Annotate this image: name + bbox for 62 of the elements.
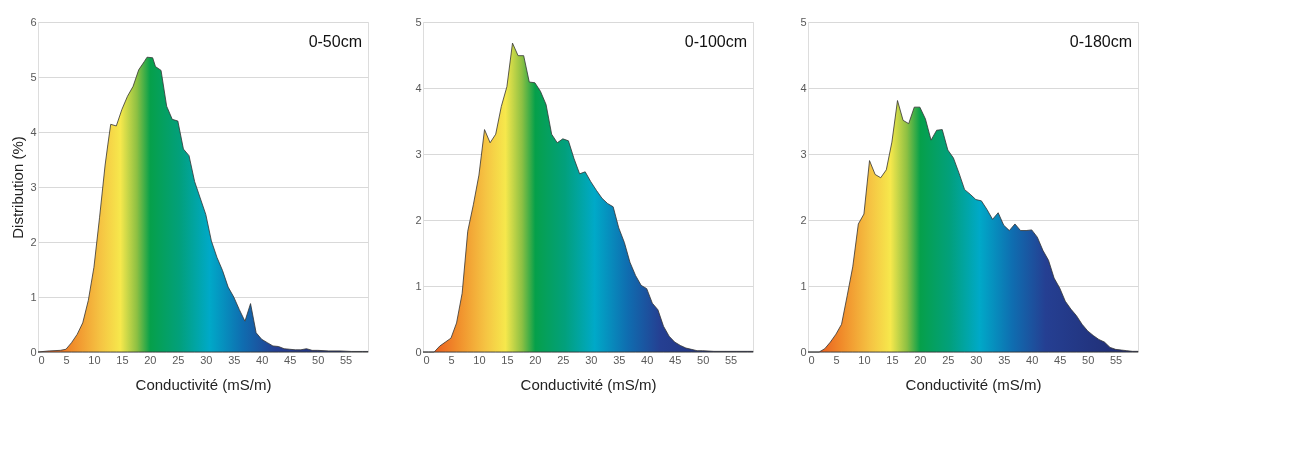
x-tick-label: 20 [529, 353, 542, 366]
x-tick-label: 30 [585, 353, 598, 366]
x-tick-label: 20 [914, 353, 927, 366]
x-tick-label: 0 [808, 353, 815, 366]
x-tick-label: 5 [833, 353, 840, 366]
text: 0-180cm [1069, 33, 1132, 50]
x-tick-label: 15 [501, 353, 514, 366]
y-axis-title: Distribution (%) [9, 136, 27, 239]
x-tick-label: 20 [144, 353, 157, 366]
x-tick-label: 25 [172, 353, 185, 366]
y-tick-label: 2 [30, 235, 37, 248]
y-tick-label: 1 [30, 290, 37, 303]
x-axis-title: Conductivité (mS/m) [135, 375, 272, 393]
y-tick-label: 3 [800, 147, 807, 160]
y-tick-label: 2 [415, 213, 422, 226]
y-tick-label: 6 [30, 15, 37, 28]
x-tick-label: 50 [312, 353, 325, 366]
y-tick-label: 4 [800, 81, 807, 94]
x-tick-label: 40 [641, 353, 654, 366]
x-tick-label: 55 [725, 353, 738, 366]
x-tick-label: 35 [998, 353, 1011, 366]
x-tick-label: 10 [473, 353, 486, 366]
x-tick-label: 55 [340, 353, 353, 366]
x-tick-label: 55 [1110, 353, 1123, 366]
y-tick-label: 1 [800, 279, 807, 292]
y-tick-label: 5 [800, 15, 807, 28]
x-tick-label: 25 [942, 353, 955, 366]
text: 0-100cm [684, 33, 747, 50]
y-tick-label: 0 [800, 345, 807, 358]
x-tick-label: 40 [1026, 353, 1039, 366]
x-tick-label: 35 [228, 353, 241, 366]
y-tick-label: 5 [30, 70, 37, 83]
x-tick-label: 15 [116, 353, 129, 366]
x-tick-label: 10 [858, 353, 871, 366]
x-tick-label: 50 [1082, 353, 1095, 366]
y-tick-label: 0 [30, 345, 37, 358]
y-tick-label: 1 [415, 279, 422, 292]
x-tick-label: 45 [669, 353, 682, 366]
y-tick-label: 3 [30, 180, 37, 193]
y-tick-label: 2 [800, 213, 807, 226]
x-tick-label: 40 [256, 353, 269, 366]
x-tick-label: 5 [63, 353, 70, 366]
y-tick-label: 4 [415, 81, 422, 94]
y-tick-label: 5 [415, 15, 422, 28]
text: 0-50cm [308, 33, 362, 50]
x-tick-label: 45 [284, 353, 297, 366]
x-tick-label: 50 [697, 353, 710, 366]
x-tick-label: 25 [557, 353, 570, 366]
y-tick-label: 0 [415, 345, 422, 358]
x-tick-label: 5 [448, 353, 455, 366]
x-tick-label: 0 [38, 353, 45, 366]
x-tick-label: 30 [200, 353, 213, 366]
y-tick-label: 4 [30, 125, 37, 138]
y-tick-label: 3 [415, 147, 422, 160]
x-tick-label: 30 [970, 353, 983, 366]
x-tick-label: 35 [613, 353, 626, 366]
x-axis-title: Conductivité (mS/m) [905, 375, 1042, 393]
x-tick-label: 15 [886, 353, 899, 366]
x-tick-label: 45 [1054, 353, 1067, 366]
x-axis-title: Conductivité (mS/m) [520, 375, 657, 393]
x-tick-label: 10 [88, 353, 101, 366]
x-tick-label: 0 [423, 353, 430, 366]
